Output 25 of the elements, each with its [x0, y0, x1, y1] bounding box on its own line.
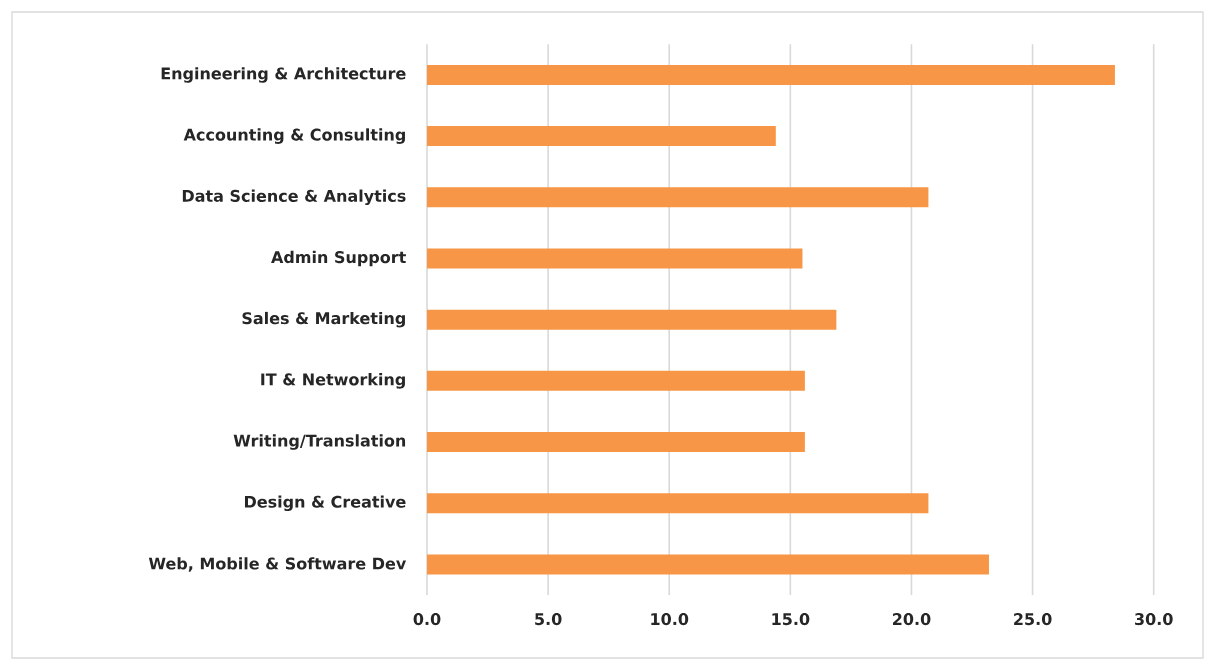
bar	[427, 554, 989, 575]
y-tick-label: Web, Mobile & Software Dev	[148, 557, 407, 572]
x-tick-label: 25.0	[1014, 613, 1052, 626]
y-tick-label: Admin Support	[271, 250, 406, 267]
bar	[427, 187, 929, 208]
bar	[427, 309, 837, 330]
y-tick-label: Engineering & Architecture	[161, 67, 406, 83]
bar	[427, 248, 803, 269]
bar	[427, 126, 776, 147]
bar	[427, 370, 805, 391]
x-tick-label: 10.0	[651, 613, 689, 626]
y-tick-label: Writing/Translation	[233, 434, 406, 450]
y-tick-label: Design & Creative	[244, 495, 406, 512]
bar	[427, 432, 805, 453]
y-tick-label: IT & Networking	[261, 373, 405, 389]
x-tick-label: 5.0	[535, 613, 562, 626]
x-tick-label: 15.0	[772, 613, 810, 626]
bar	[427, 493, 929, 514]
x-tick-label: 20.0	[892, 613, 931, 626]
y-tick-label: Sales & Marketing	[242, 311, 405, 328]
y-tick-label: Data Science & Analytics	[182, 189, 406, 206]
x-tick-label: 30.0	[1135, 613, 1173, 626]
y-tick-label: Accounting & Consulting	[183, 128, 405, 144]
x-tick-label: 0.0	[413, 613, 441, 626]
bar	[427, 64, 1115, 85]
